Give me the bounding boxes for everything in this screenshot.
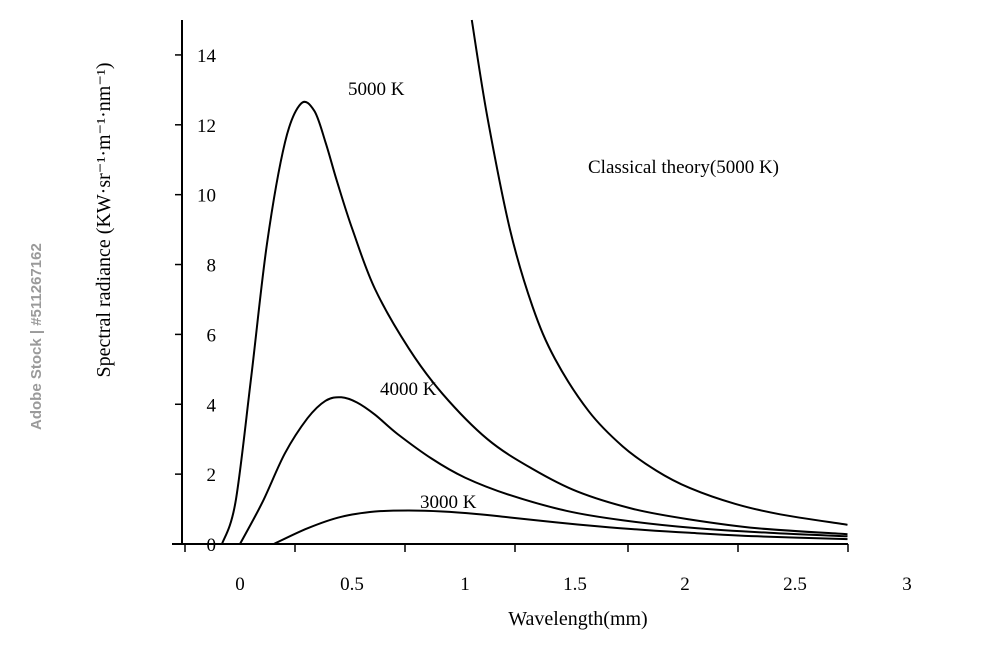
x-tick-label: 1.5 [563,574,587,595]
series-label: 3000 K [420,492,477,513]
series-line [273,509,848,545]
x-tick-label: 3 [902,574,912,595]
y-tick-label: 10 [197,186,216,207]
x-tick-label: 0.5 [340,574,364,595]
curves [221,19,848,545]
x-axis-title: Wavelength(mm) [508,608,647,630]
x-tick-label: 1 [460,574,470,595]
series-line [239,396,848,545]
x-tick-label: 2.5 [783,574,807,595]
y-tick-label: 14 [197,46,217,67]
y-tick-label: 0 [207,535,217,556]
axes: 0 2 4 6 8 10 12 14 0 0.5 1 1.5 2 2.5 3 [172,20,912,595]
y-axis-title: Spectral radiance (KW·sr⁻¹·m⁻¹·nm⁻¹) [93,62,115,377]
y-tick-label: 4 [207,395,217,416]
x-tick-label: 2 [680,574,690,595]
series-line [470,19,848,526]
series-label: Classical theory(5000 K) [588,157,779,178]
x-tick-label: 0 [235,574,245,595]
labels: Wavelength(mm) Spectral radiance (KW·sr⁻¹… [93,62,779,630]
series-line [221,100,848,545]
y-tick-label: 2 [207,465,217,486]
y-tick-label: 12 [197,116,216,137]
y-tick-label: 8 [207,256,217,277]
y-tick-label: 6 [207,325,217,346]
series-label: 4000 K [380,379,437,400]
series-label: 5000 K [348,79,405,100]
